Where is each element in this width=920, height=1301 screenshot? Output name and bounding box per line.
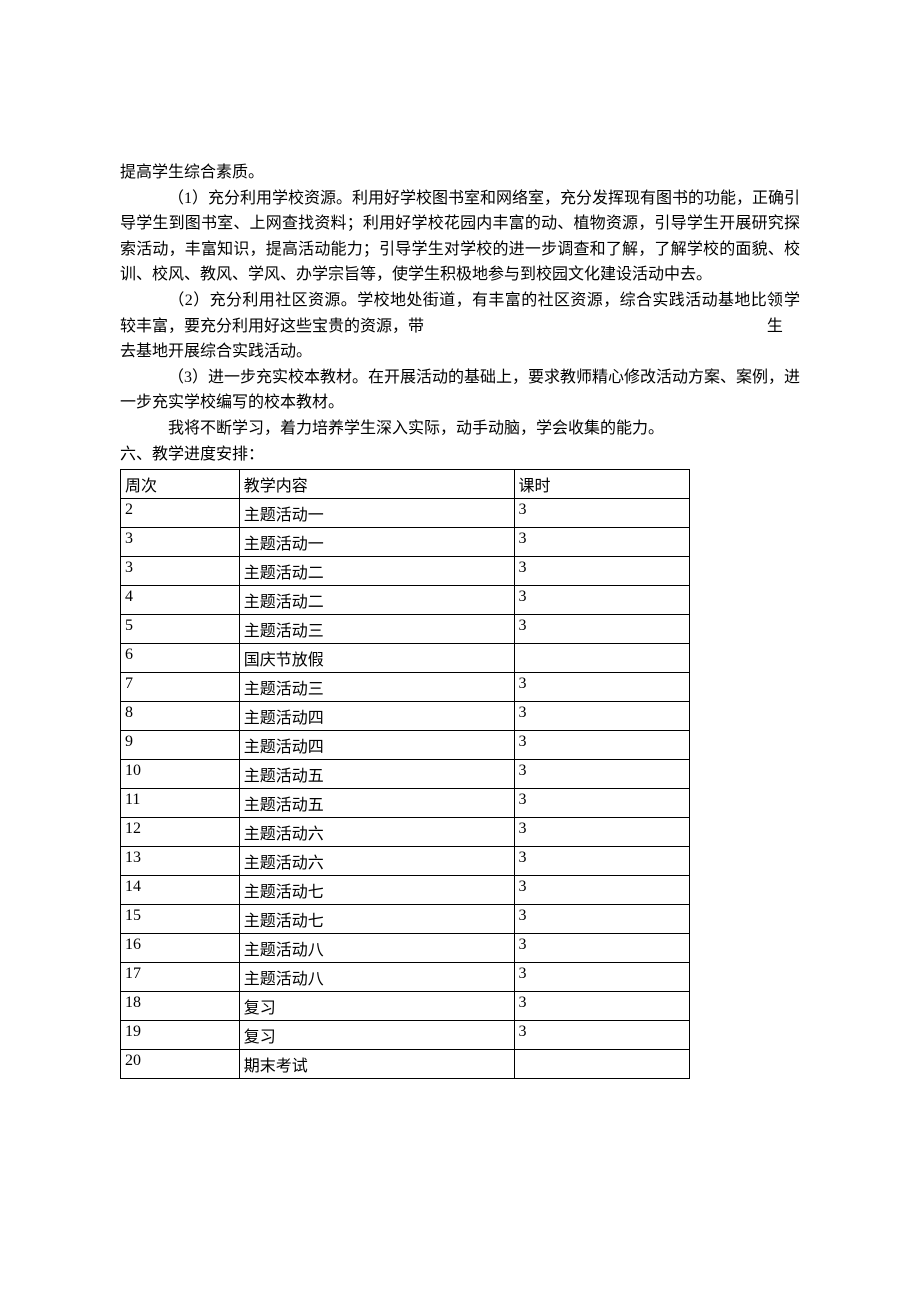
paragraph-item-2-cont: 去基地开展综合实践活动。 <box>120 339 800 365</box>
table-row: 18复习3 <box>121 992 690 1021</box>
cell-content: 复习 <box>239 1021 514 1050</box>
cell-content: 主题活动八 <box>239 963 514 992</box>
cell-week: 4 <box>121 586 240 615</box>
cell-hours: 3 <box>514 818 689 847</box>
cell-week: 14 <box>121 876 240 905</box>
header-hours: 课时 <box>514 470 689 499</box>
table-row: 9主题活动四3 <box>121 731 690 760</box>
cell-hours: 3 <box>514 963 689 992</box>
cell-content: 主题活动四 <box>239 731 514 760</box>
cell-content: 主题活动二 <box>239 586 514 615</box>
cell-hours: 3 <box>514 731 689 760</box>
table-row: 3主题活动一3 <box>121 528 690 557</box>
cell-hours: 3 <box>514 586 689 615</box>
paragraph-item-2: （2）充分利用社区资源。学校地处街道，有丰富的社区资源，综合实践活动基地比较丰富… <box>120 288 800 365</box>
table-row: 20期末考试 <box>121 1050 690 1079</box>
cell-week: 6 <box>121 644 240 673</box>
cell-hours: 3 <box>514 528 689 557</box>
cell-content: 主题活动一 <box>239 528 514 557</box>
cell-week: 9 <box>121 731 240 760</box>
cell-hours: 3 <box>514 1021 689 1050</box>
cell-week: 7 <box>121 673 240 702</box>
header-week: 周次 <box>121 470 240 499</box>
document-page: 提高学生综合素质。 （1）充分利用学校资源。利用好学校图书室和网络室，充分发挥现… <box>0 0 920 1279</box>
cell-hours <box>514 1050 689 1079</box>
cell-week: 16 <box>121 934 240 963</box>
table-row: 8主题活动四3 <box>121 702 690 731</box>
cell-hours: 3 <box>514 847 689 876</box>
cell-hours: 3 <box>514 992 689 1021</box>
table-row: 7主题活动三3 <box>121 673 690 702</box>
table-row: 16主题活动八3 <box>121 934 690 963</box>
table-row: 19复习3 <box>121 1021 690 1050</box>
table-header-row: 周次 教学内容 课时 <box>121 470 690 499</box>
cell-week: 11 <box>121 789 240 818</box>
cell-hours <box>514 644 689 673</box>
cell-hours: 3 <box>514 760 689 789</box>
table-row: 4主题活动二3 <box>121 586 690 615</box>
cell-week: 17 <box>121 963 240 992</box>
cell-week: 3 <box>121 528 240 557</box>
cell-content: 国庆节放假 <box>239 644 514 673</box>
table-row: 17主题活动八3 <box>121 963 690 992</box>
table-row: 14主题活动七3 <box>121 876 690 905</box>
table-row: 3主题活动二3 <box>121 557 690 586</box>
schedule-table: 周次 教学内容 课时 2主题活动一33主题活动一33主题活动二34主题活动二35… <box>120 469 690 1079</box>
table-row: 10主题活动五3 <box>121 760 690 789</box>
section-heading: 六、教学进度安排： <box>120 442 800 468</box>
cell-hours: 3 <box>514 934 689 963</box>
cell-content: 主题活动三 <box>239 673 514 702</box>
table-row: 5主题活动三3 <box>121 615 690 644</box>
cell-content: 主题活动五 <box>239 760 514 789</box>
paragraph-item-2-left: （2）充分利用社区资源。学校地处街道，有丰富的社区资源，综合实践活动基地比较丰富… <box>120 288 767 339</box>
cell-week: 10 <box>121 760 240 789</box>
cell-hours: 3 <box>514 673 689 702</box>
cell-week: 5 <box>121 615 240 644</box>
paragraph-item-3-text: （3）进一步充实校本教材。在开展活动的基础上，要求教师精心修改活动方案、案例，进… <box>120 369 800 412</box>
table-row: 15主题活动七3 <box>121 905 690 934</box>
cell-content: 主题活动八 <box>239 934 514 963</box>
cell-hours: 3 <box>514 876 689 905</box>
cell-week: 2 <box>121 499 240 528</box>
cell-content: 主题活动六 <box>239 847 514 876</box>
cell-hours: 3 <box>514 702 689 731</box>
cell-content: 主题活动四 <box>239 702 514 731</box>
header-content: 教学内容 <box>239 470 514 499</box>
cell-week: 18 <box>121 992 240 1021</box>
cell-content: 期末考试 <box>239 1050 514 1079</box>
cell-content: 主题活动六 <box>239 818 514 847</box>
cell-week: 19 <box>121 1021 240 1050</box>
cell-content: 主题活动五 <box>239 789 514 818</box>
paragraph-conclusion-text: 我将不断学习，着力培养学生深入实际，动手动脑，学会收集的能力。 <box>168 420 664 437</box>
table-row: 6国庆节放假 <box>121 644 690 673</box>
cell-content: 复习 <box>239 992 514 1021</box>
cell-hours: 3 <box>514 557 689 586</box>
cell-week: 13 <box>121 847 240 876</box>
cell-week: 20 <box>121 1050 240 1079</box>
paragraph-item-1-text: （1）充分利用学校资源。利用好学校图书室和网络室，充分发挥现有图书的功能，正确引… <box>120 190 800 284</box>
paragraph-item-2-right: 领学生 <box>767 288 800 339</box>
paragraph-intro: 提高学生综合素质。 <box>120 160 800 186</box>
cell-week: 3 <box>121 557 240 586</box>
cell-content: 主题活动二 <box>239 557 514 586</box>
cell-week: 12 <box>121 818 240 847</box>
cell-week: 15 <box>121 905 240 934</box>
paragraph-item-1: （1）充分利用学校资源。利用好学校图书室和网络室，充分发挥现有图书的功能，正确引… <box>120 186 800 288</box>
table-row: 13主题活动六3 <box>121 847 690 876</box>
cell-hours: 3 <box>514 615 689 644</box>
cell-content: 主题活动七 <box>239 876 514 905</box>
cell-hours: 3 <box>514 499 689 528</box>
table-row: 2主题活动一3 <box>121 499 690 528</box>
paragraph-conclusion: 我将不断学习，着力培养学生深入实际，动手动脑，学会收集的能力。 <box>120 416 800 442</box>
paragraph-item-3: （3）进一步充实校本教材。在开展活动的基础上，要求教师精心修改活动方案、案例，进… <box>120 365 800 416</box>
table-row: 11主题活动五3 <box>121 789 690 818</box>
cell-hours: 3 <box>514 905 689 934</box>
cell-content: 主题活动三 <box>239 615 514 644</box>
cell-content: 主题活动七 <box>239 905 514 934</box>
cell-hours: 3 <box>514 789 689 818</box>
table-row: 12主题活动六3 <box>121 818 690 847</box>
cell-content: 主题活动一 <box>239 499 514 528</box>
cell-week: 8 <box>121 702 240 731</box>
